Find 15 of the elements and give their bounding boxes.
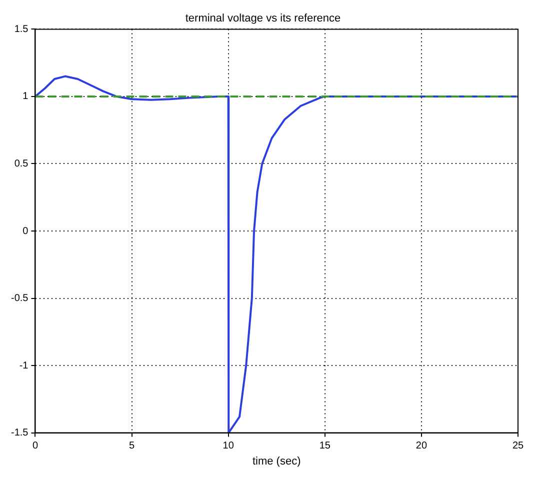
y-tick-label: -1.5 bbox=[10, 428, 29, 439]
x-tick-label: 20 bbox=[416, 440, 428, 452]
y-tick-label: -0.5 bbox=[10, 293, 29, 304]
x-axis-title: time (sec) bbox=[252, 455, 301, 468]
chart-title: terminal voltage vs its reference bbox=[185, 12, 341, 25]
x-tick-label: 5 bbox=[129, 440, 136, 452]
y-tick-label: 1.5 bbox=[14, 24, 29, 35]
x-tick-label: 15 bbox=[319, 440, 331, 452]
x-tick-label: 0 bbox=[32, 440, 38, 452]
y-tick-label: 0 bbox=[22, 226, 29, 237]
y-tick-label: 0.5 bbox=[14, 158, 29, 170]
x-tick-label: 10 bbox=[222, 440, 234, 452]
y-tick-label: -1 bbox=[19, 360, 29, 372]
y-tick-label: 1 bbox=[22, 91, 29, 102]
x-tick-label: 25 bbox=[512, 440, 524, 452]
